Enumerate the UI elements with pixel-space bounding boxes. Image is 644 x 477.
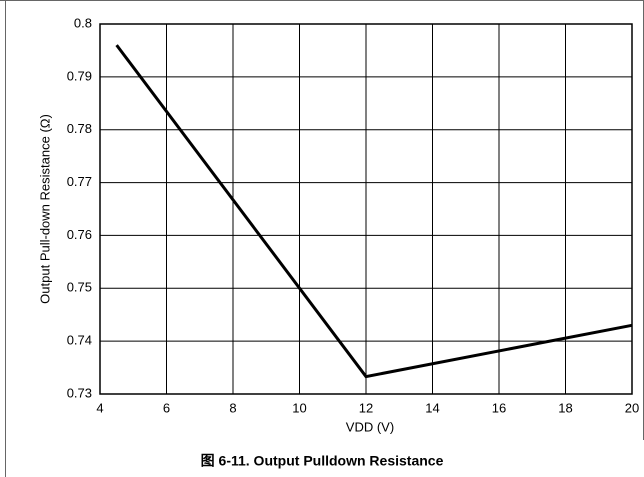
x-tick-label: 10 [292,400,306,415]
plot-border [99,23,633,395]
y-tick-label: 0.8 [74,15,92,30]
x-axis-label: VDD (V) [346,419,394,434]
y-tick-label: 0.77 [67,174,92,189]
x-tick-label: 18 [558,400,572,415]
y-axis-label: Output Pull-down Resistance (Ω) [37,114,52,304]
x-tick-label: 4 [96,400,103,415]
data-line [115,44,633,379]
y-tick-label: 0.73 [67,385,92,400]
y-tick-label: 0.75 [67,280,92,295]
x-tick-label: 14 [425,400,439,415]
y-tick-label: 0.78 [67,121,92,136]
x-tick-label: 8 [229,400,236,415]
x-tick-label: 20 [625,400,639,415]
y-tick-label: 0.76 [67,227,92,242]
y-tick-label: 0.74 [67,333,92,348]
x-tick-label: 16 [492,400,506,415]
x-tick-label: 6 [163,400,170,415]
chart-title: 图 6-11. Output Pulldown Resistance [201,453,444,469]
y-tick-label: 0.79 [67,68,92,83]
x-tick-label: 12 [359,400,373,415]
